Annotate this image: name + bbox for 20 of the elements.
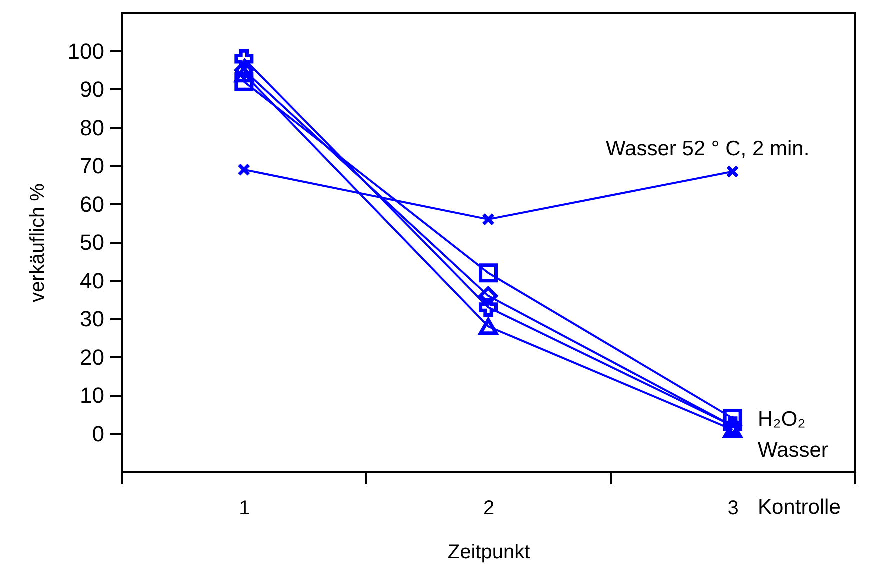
y-tick-label: 100	[68, 38, 104, 64]
x-tick-label: 1	[239, 498, 250, 520]
y-tick-label: 50	[80, 230, 104, 255]
y-tick-label: 80	[80, 115, 104, 140]
x-axis-title: Zeitpunkt	[448, 542, 531, 564]
x-tick-label: 2	[483, 498, 495, 520]
annotation: H₂O₂	[758, 408, 806, 431]
y-tick-label: 40	[80, 268, 104, 294]
x-tick-label: 3	[728, 498, 739, 520]
text: Kontrolle	[758, 496, 841, 519]
y-tick-label: 60	[80, 192, 104, 217]
series-label: Wasser 52 ° C, 2 min.	[606, 138, 810, 161]
y-tick-label: 90	[80, 77, 104, 102]
annotation: Wasser	[758, 439, 828, 462]
y-tick-label: 10	[80, 383, 104, 408]
y-tick-label: 0	[92, 421, 104, 446]
y-tick-label: 70	[80, 154, 104, 178]
y-tick-label: 20	[80, 344, 104, 370]
y-axis-title: verkäuflich %	[26, 183, 49, 302]
y-tick-label: 30	[80, 306, 104, 332]
